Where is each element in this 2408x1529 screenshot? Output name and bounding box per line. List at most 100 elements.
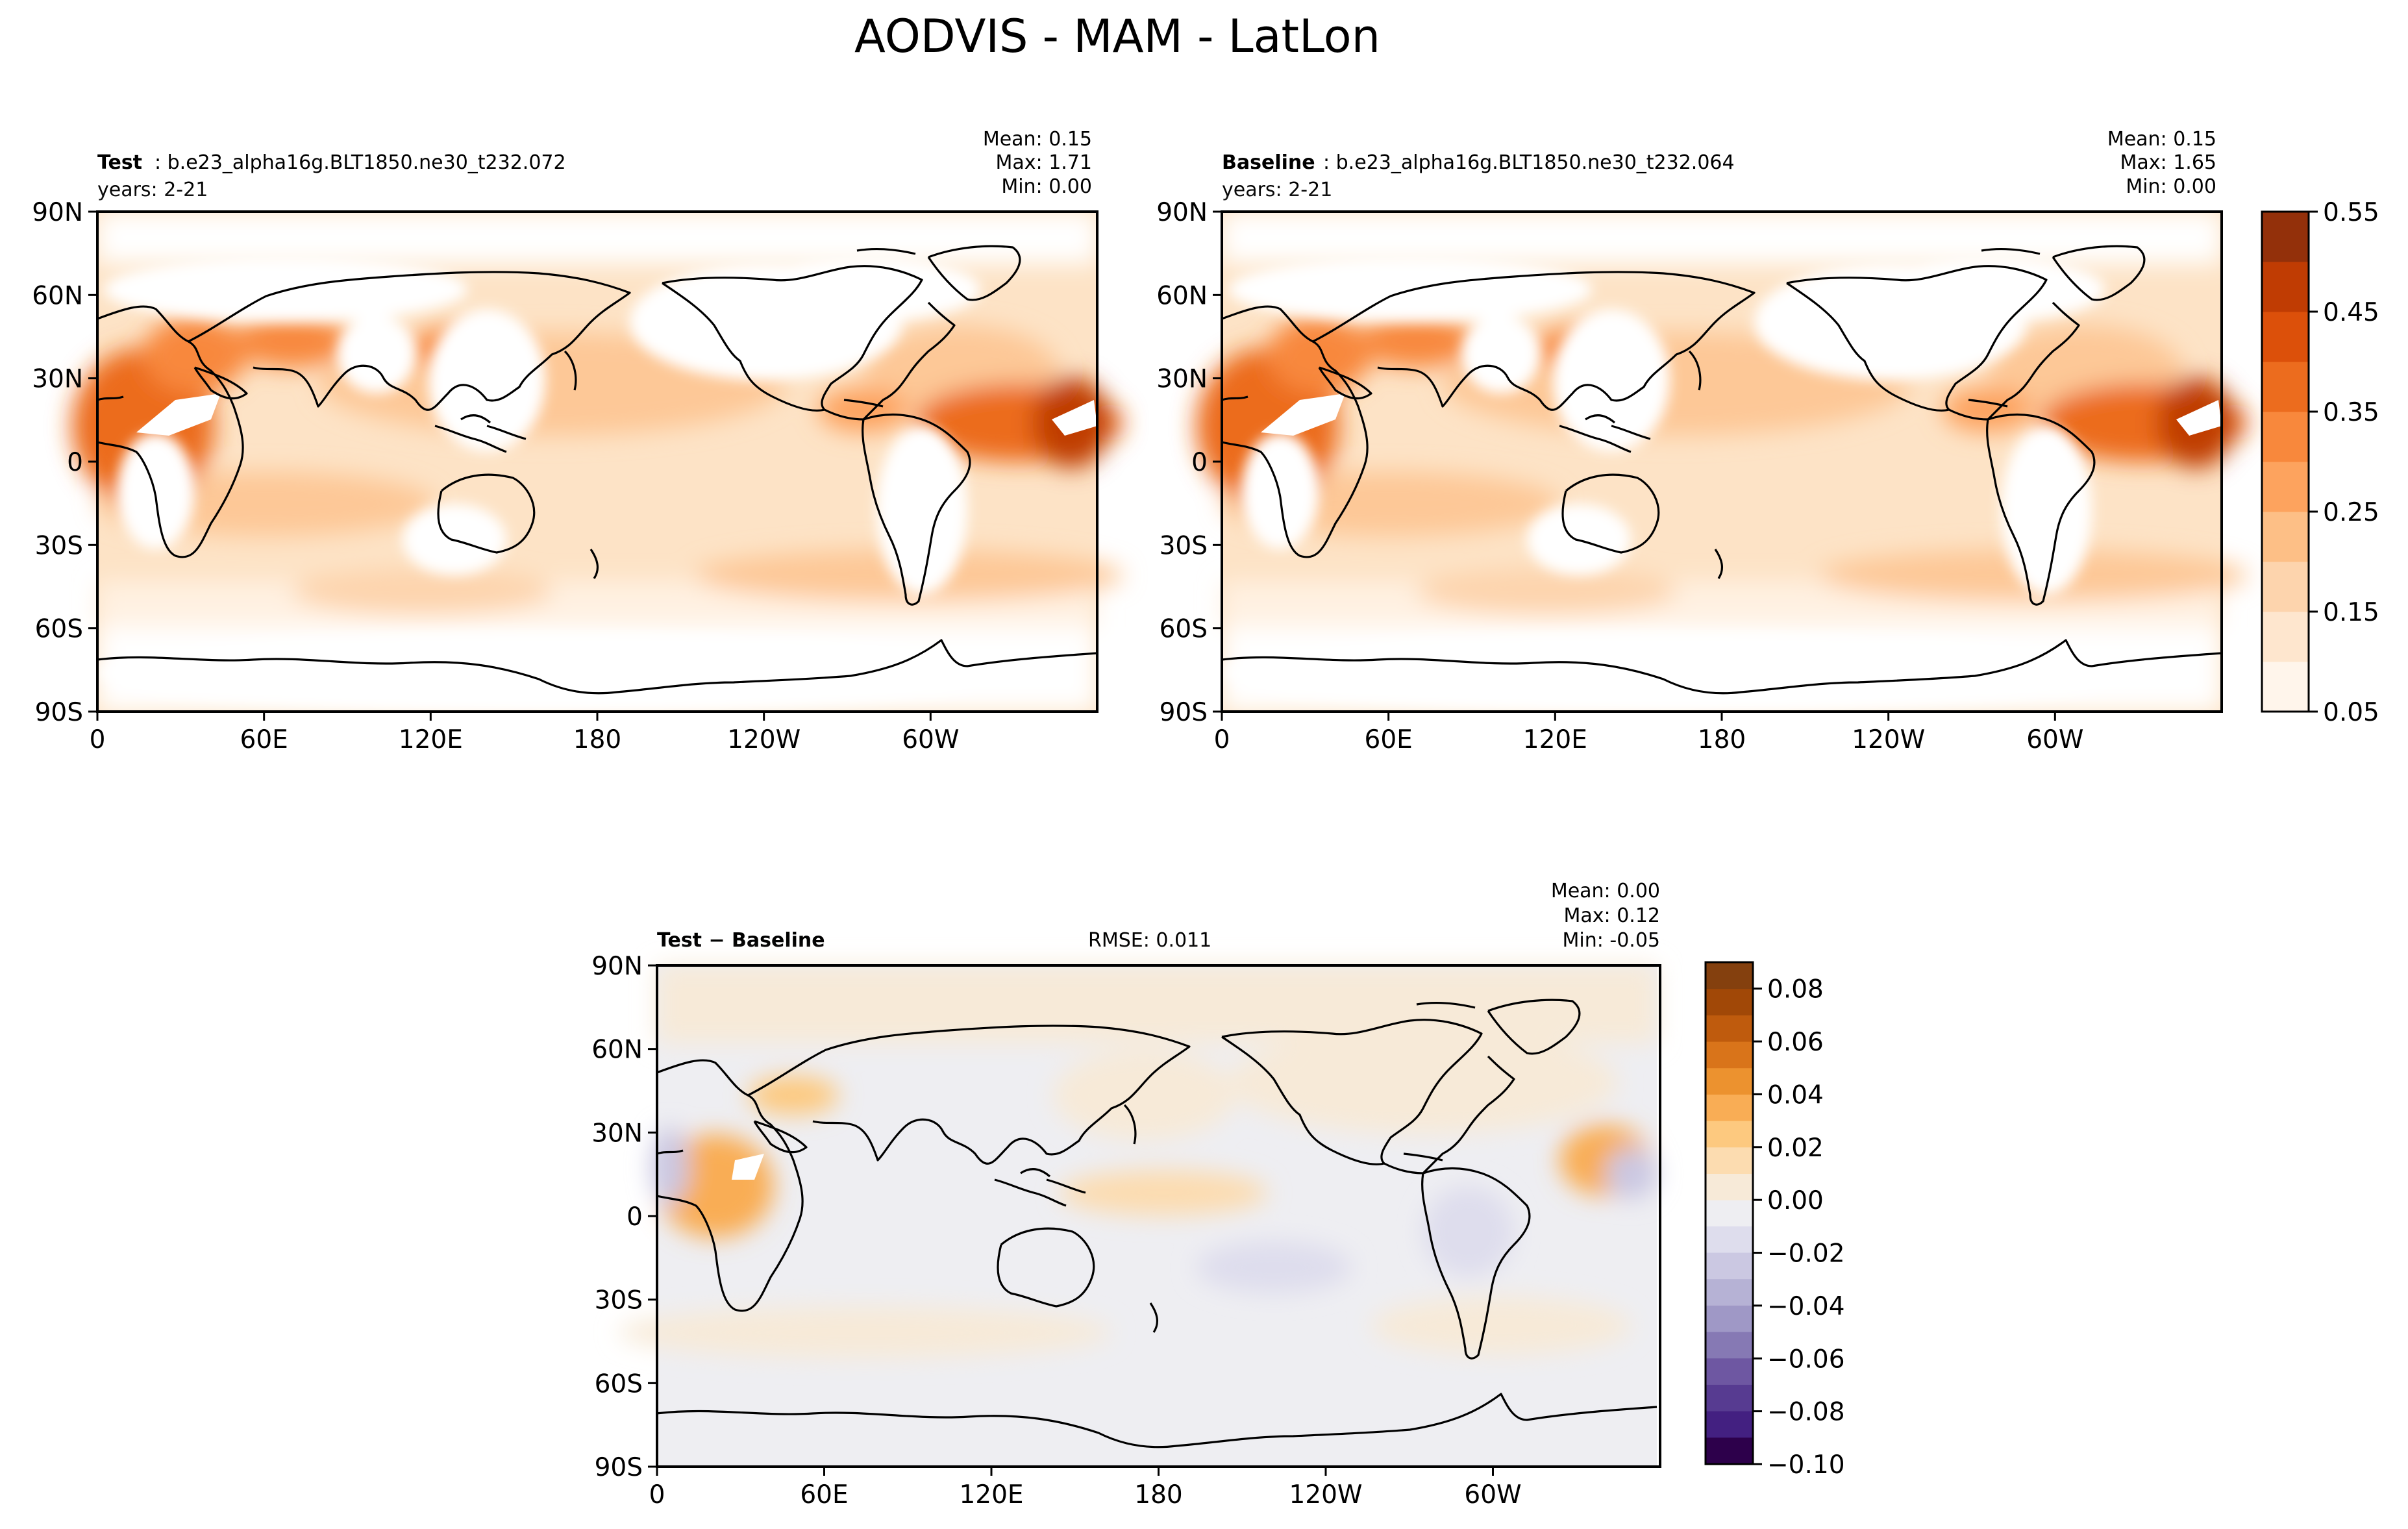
baseline-panel: Baseline : b.e23_alpha16g.BLT1850.ne30_t… <box>1156 128 2248 754</box>
colorbar-level <box>1706 1305 1753 1333</box>
colorbar-level <box>1706 962 1753 989</box>
y-tick-label: 90S <box>35 698 83 727</box>
x-tick-label: 60E <box>800 1480 848 1510</box>
colorbar-tick-label: 0.55 <box>2323 198 2379 227</box>
y-tick-label: 90S <box>595 1453 643 1482</box>
colorbar-level <box>1706 1041 1753 1069</box>
colorbar-level <box>1706 1358 1753 1386</box>
colorbar-level <box>2262 212 2309 262</box>
baseline-label-bold: Baseline <box>1222 151 1315 174</box>
colorbar-tick-label: −0.06 <box>1767 1345 1845 1374</box>
x-tick-label: 120E <box>959 1480 1023 1510</box>
difference-panel: Test − Baseline RMSE: 0.011 Mean: 0.00 M… <box>591 880 1661 1510</box>
y-tick-label: 0 <box>1191 448 1208 477</box>
x-tick-label: 180 <box>1134 1480 1182 1510</box>
colorbar-level <box>1706 1252 1753 1280</box>
colorbar-level <box>1706 1067 1753 1095</box>
diff-mean: Mean: 0.00 <box>1551 880 1660 902</box>
colorbar-level <box>2262 462 2309 512</box>
colorbar-level <box>2262 562 2309 612</box>
x-tick-label: 0 <box>649 1480 665 1510</box>
colorbar-level <box>2262 662 2309 712</box>
colorbar-level <box>1706 1121 1753 1148</box>
diff-min: Min: -0.05 <box>1563 929 1661 952</box>
y-tick-label: 60N <box>591 1036 643 1065</box>
colorbar-level <box>1706 1279 1753 1306</box>
colorbar-level <box>2262 512 2309 562</box>
colorbar-tick-label: −0.04 <box>1767 1292 1845 1321</box>
x-tick-label: 60W <box>2026 725 2083 754</box>
baseline-years: years: 2-21 <box>1222 179 1332 201</box>
colorbar-tick-label: 0.05 <box>2323 698 2379 727</box>
y-tick-label: 30N <box>1156 365 1208 394</box>
test-mean: Mean: 0.15 <box>983 128 1092 151</box>
colorbar-level <box>1706 1094 1753 1121</box>
colorbar-level <box>2262 412 2309 462</box>
colorbar-level <box>1706 1411 1753 1438</box>
diff-rmse: RMSE: 0.011 <box>1088 929 1211 952</box>
colorbar-tick-label: 0.25 <box>2323 498 2379 527</box>
baseline-mean: Mean: 0.15 <box>2107 128 2216 151</box>
baseline-map <box>1196 210 2248 713</box>
y-tick-label: 30N <box>32 365 83 394</box>
colorbar-tick-label: 0.08 <box>1767 975 1824 1004</box>
test-years: years: 2-21 <box>97 179 208 201</box>
x-tick-label: 120E <box>1523 725 1587 754</box>
y-tick-label: 30N <box>591 1119 643 1148</box>
colorbar-level <box>1706 1015 1753 1042</box>
y-tick-label: 30S <box>595 1286 643 1315</box>
colorbar-tick-label: 0.15 <box>2323 598 2379 627</box>
y-tick-label: 90N <box>1156 198 1208 227</box>
y-tick-label: 30S <box>1160 531 1208 560</box>
test-min: Min: 0.00 <box>1001 175 1092 198</box>
x-tick-label: 60W <box>902 725 959 754</box>
x-tick-label: 0 <box>1214 725 1230 754</box>
baseline-max: Max: 1.65 <box>2120 151 2216 174</box>
colorbar-level <box>2262 312 2309 362</box>
colorbar-level <box>1706 988 1753 1015</box>
x-tick-label: 120W <box>1852 725 1925 754</box>
colorbar-tick-label: −0.10 <box>1767 1450 1845 1480</box>
x-tick-label: 60W <box>1464 1480 1521 1510</box>
colorbar-level <box>1706 1437 1753 1465</box>
colorbar-tick-label: 0.00 <box>1767 1186 1824 1215</box>
x-tick-label: 60E <box>240 725 288 754</box>
y-tick-label: 0 <box>627 1202 643 1232</box>
colorbar-tick-label: 0.45 <box>2323 298 2379 327</box>
colorbar-tick-label: 0.06 <box>1767 1028 1824 1057</box>
baseline-axes: 0 60E 120E 180 120W 60W 90N 60N 30N 0 30S 60S 90S <box>1156 198 2083 754</box>
x-tick-label: 60E <box>1365 725 1413 754</box>
difference-map <box>618 964 1661 1468</box>
colorbar-level <box>1706 1200 1753 1227</box>
colorbar-tick-label: 0.02 <box>1767 1134 1824 1163</box>
y-tick-label: 60S <box>35 615 83 644</box>
x-tick-label: 180 <box>1698 725 1746 754</box>
y-tick-label: 90N <box>591 952 643 981</box>
colorbar-level <box>2262 362 2309 412</box>
x-tick-label: 0 <box>90 725 106 754</box>
colorbar-level <box>1706 1147 1753 1174</box>
colorbar-level <box>1706 1173 1753 1200</box>
difference-colorbar: 0.08 0.06 0.04 0.02 0.00 −0.02 −0.04 −0.06 −0.08… <box>1704 961 1845 1480</box>
x-tick-label: 120W <box>727 725 801 754</box>
test-map <box>71 210 1123 713</box>
y-tick-label: 90S <box>1160 698 1208 727</box>
colorbar-level <box>1706 1226 1753 1254</box>
y-tick-label: 90N <box>32 198 83 227</box>
colorbar-tick-label: 0.35 <box>2323 398 2379 427</box>
y-tick-label: 60N <box>32 281 83 310</box>
colorbar-tick-label: 0.04 <box>1767 1080 1824 1110</box>
colorbar-level <box>2262 262 2309 312</box>
y-tick-label: 0 <box>67 448 83 477</box>
colorbar-tick-label: −0.08 <box>1767 1398 1845 1427</box>
x-tick-label: 180 <box>573 725 621 754</box>
colorbar-level <box>1706 1384 1753 1412</box>
colorbar-tick-label: −0.02 <box>1767 1239 1845 1269</box>
test-axes: 0 60E 120E 180 120W 60W 90N 60N 30N 0 30S 60S 90S <box>32 198 959 754</box>
colorbar-level <box>2262 612 2309 662</box>
y-tick-label: 60S <box>595 1369 643 1398</box>
difference-axes: 0 60E 120E 180 120W 60W 90N 60N 30N 0 30S 60S 90S <box>591 952 1521 1510</box>
baseline-min: Min: 0.00 <box>2126 175 2216 198</box>
y-tick-label: 60N <box>1156 281 1208 310</box>
